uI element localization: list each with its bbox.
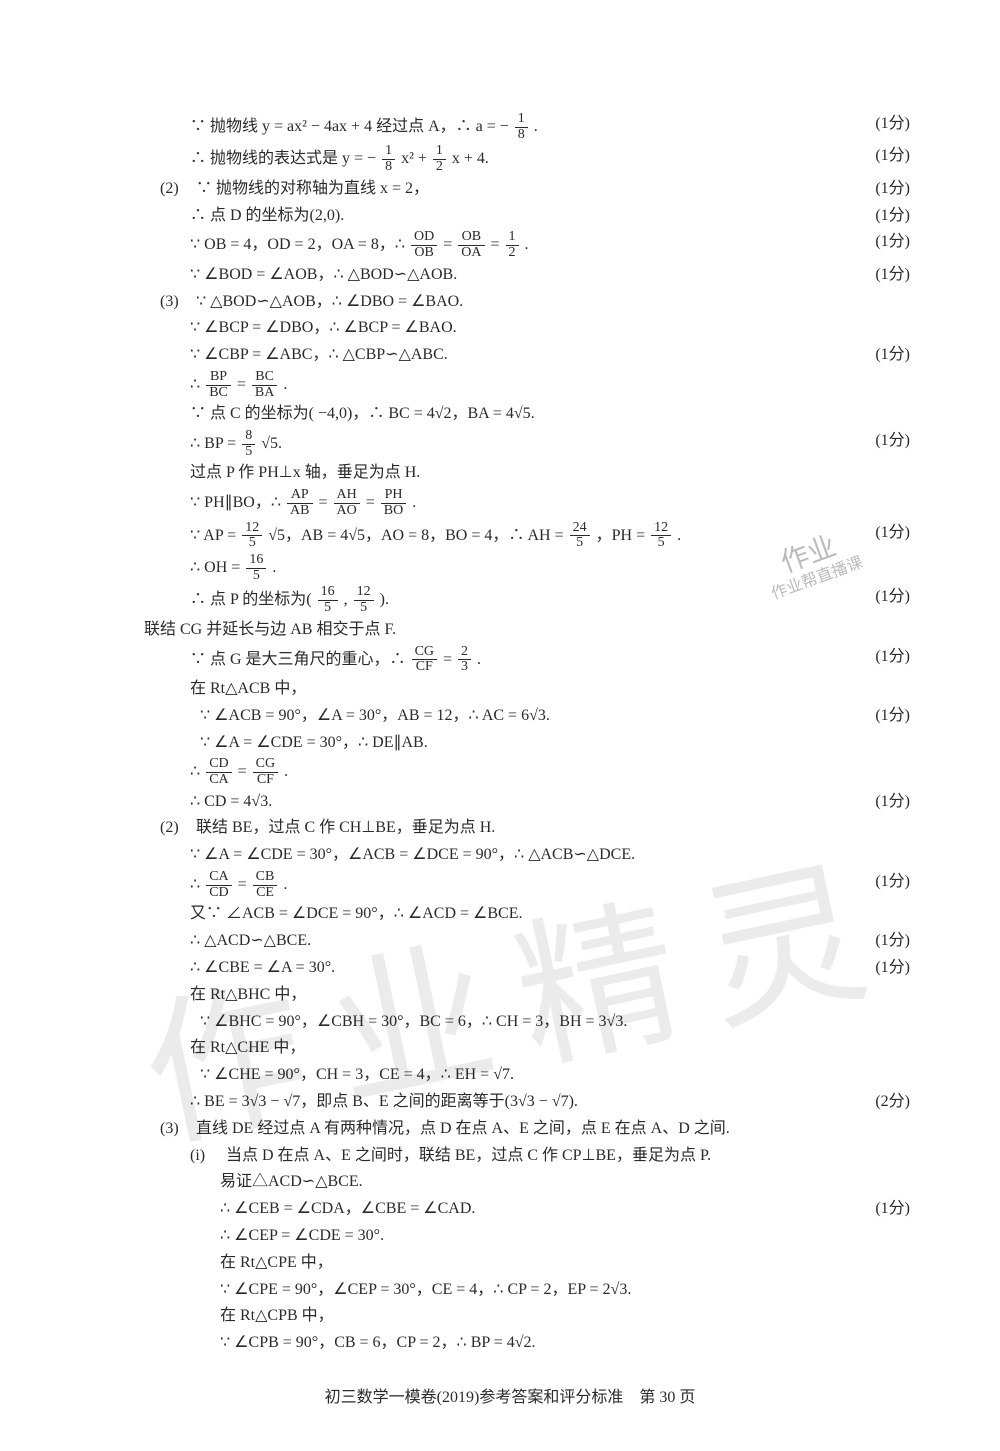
math-line: ∵ ∠ACB = 90°，∠A = 30°，AB = 12，∴ AC = 6√3… [110,704,840,729]
math-line: (3) 直线 DE 经过点 A 有两种情况，点 D 在点 A、E 之间，点 E … [110,1117,840,1142]
math-line: 联结 CG 并延长与边 AB 相交于点 F. [110,618,840,643]
math-line: (i) 当点 D 在点 A、E 之间时，联结 BE，过点 C 作 CP⊥BE，垂… [110,1144,840,1169]
math-line: ∴ BE = 3√3 − √7，即点 B、E 之间的距离等于(3√3 − √7)… [110,1090,840,1115]
score: (1分) [840,343,910,368]
math-line: ∴ ∠CEB = ∠CDA，∠CBE = ∠CAD. [110,1197,840,1222]
fraction: 18 [515,112,528,142]
math-line: ∵ 点 C 的坐标为( −4,0)，∴ BC = 4√2，BA = 4√5. [110,402,840,427]
score: (1分) [840,790,910,815]
math-line: ∴ CACD = CBCE . [110,870,840,900]
math-line: ∵ ∠BOD = ∠AOB，∴ △BOD∽△AOB. [110,263,840,288]
math-line: ∴ 点 P 的坐标为( 165 , 125 ). [110,585,840,615]
math-line: ∴ BPBC = BCBA . [110,370,840,400]
score: (2分) [840,1090,910,1115]
math-line: ∵ OB = 4，OD = 2，OA = 8，∴ ODOB = OBOA = 1… [110,230,840,260]
math-line: ∴ CDCA = CGCF . [110,757,840,787]
math-line: 在 Rt△CHE 中， [110,1036,840,1061]
math-line: ∵ ∠CBP = ∠ABC，∴ △CBP∽△ABC. [110,343,840,368]
score: (1分) [840,929,910,954]
score: (1分) [840,204,910,229]
math-line: ∴ CD = 4√3. [110,790,840,815]
math-line: ∵ AP = 125 √5，AB = 4√5，AO = 8，BO = 4，∴ A… [110,521,840,551]
math-line: ∴ 点 D 的坐标为(2,0). [110,204,840,229]
math-line: ∴ 抛物线的表达式是 y = − 18 x² + 12 x + 4. [110,144,840,174]
math-line: 过点 P 作 PH⊥x 轴，垂足为点 H. [110,461,840,486]
score: (1分) [840,144,910,169]
math-line: ∵ 抛物线 y = ax² − 4ax + 4 经过点 A，∴ a = − 18… [110,112,840,142]
score: (1分) [840,1197,910,1222]
math-line: 在 Rt△CPE 中， [110,1251,840,1276]
score: (1分) [840,429,910,454]
score: (1分) [840,263,910,288]
score: (1分) [840,956,910,981]
math-line: ∴ ∠CEP = ∠CDE = 30°. [110,1224,840,1249]
math-line: 在 Rt△CPB 中， [110,1304,840,1329]
math-line: ∵ ∠A = ∠CDE = 30°，∴ DE∥AB. [110,731,840,756]
score: (1分) [840,585,910,610]
math-line: ∵ 点 G 是大三角尺的重心，∴ CGCF = 23 . [110,645,840,675]
score: (1分) [840,704,910,729]
math-line: ∵ ∠CHE = 90°，CH = 3，CE = 4，∴ EH = √7. [110,1063,840,1088]
math-line: ∵ PH∥BO，∴ APAB = AHAO = PHBO . [110,488,840,518]
math-line: ∴ ∠CBE = ∠A = 30°. [110,956,840,981]
math-line: 易证△ACD∽△BCE. [110,1170,840,1195]
math-line: ∴ BP = 85 √5. [110,429,840,459]
math-line: 在 Rt△BHC 中， [110,983,840,1008]
score: (1分) [840,177,910,202]
score: (1分) [840,521,910,546]
math-line: ∵ ∠CPE = 90°，∠CEP = 30°，CE = 4，∴ CP = 2，… [110,1278,840,1303]
page: 作业精灵 作业 作业帮直播课 ∵ 抛物线 y = ax² − 4ax + 4 经… [0,0,1000,1451]
math-line: ∵ ∠CPB = 90°，CB = 6，CP = 2，∴ BP = 4√2. [110,1331,840,1356]
math-line: 又∵ ∠ACB = ∠DCE = 90°，∴ ∠ACD = ∠BCE. [110,902,840,927]
math-line: ∵ ∠BHC = 90°，∠CBH = 30°，BC = 6，∴ CH = 3，… [110,1010,840,1035]
score: (1分) [840,230,910,255]
math-line: ∵ ∠A = ∠CDE = 30°，∠ACB = ∠DCE = 90°，∴ △A… [110,843,840,868]
math-line: (2) ∵ 抛物线的对称轴为直线 x = 2， [110,177,840,202]
page-footer: 初三数学一模卷(2019)参考答案和评分标准 第 30 页 [110,1386,910,1411]
score: (1分) [840,870,910,895]
math-line: (3) ∵ △BOD∽△AOB，∴ ∠DBO = ∠BAO. [110,290,840,315]
score: (1分) [840,112,910,137]
math-line: ∵ ∠BCP = ∠DBO，∴ ∠BCP = ∠BAO. [110,316,840,341]
math-line: ∴ OH = 165 . [110,553,840,583]
math-line: 在 Rt△ACB 中， [110,677,840,702]
math-line: (2) 联结 BE，过点 C 作 CH⊥BE，垂足为点 H. [110,816,840,841]
score: (1分) [840,645,910,670]
math-line: ∴ △ACD∽△BCE. [110,929,840,954]
